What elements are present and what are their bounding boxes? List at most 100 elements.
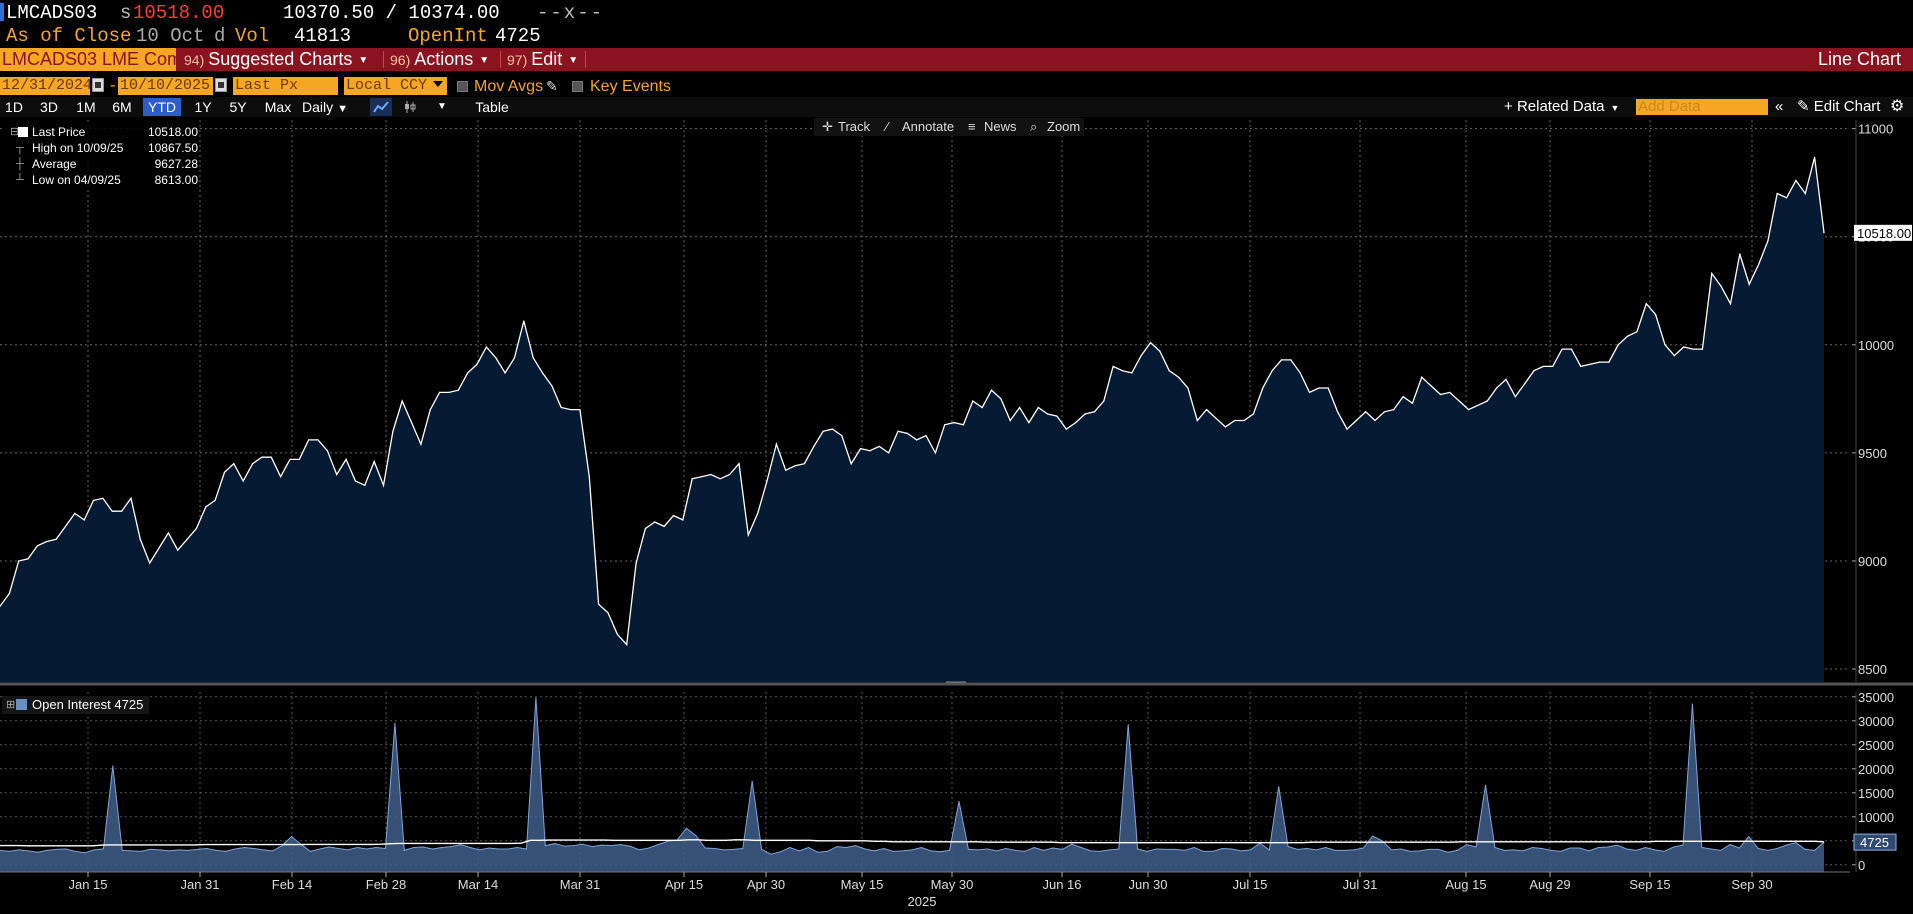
- open-interest-value: 4725: [495, 25, 541, 47]
- mov-avgs-label[interactable]: Mov Avgs: [474, 78, 544, 95]
- price-point: [598, 603, 600, 605]
- open-interest-point: [74, 850, 76, 852]
- legend-average: ┼ Average 9627.28: [2, 156, 198, 172]
- expand-icon[interactable]: ⊟: [10, 126, 20, 138]
- open-interest-point: [1268, 849, 1270, 851]
- price-point: [757, 512, 759, 515]
- collapse-icon[interactable]: «: [1775, 98, 1784, 115]
- table-button[interactable]: Table: [475, 99, 509, 115]
- key-events-label[interactable]: Key Events: [590, 78, 671, 95]
- currency-select[interactable]: Local CCY: [344, 77, 447, 95]
- last-value-label: 10518.00: [1857, 226, 1911, 241]
- range-5y-button[interactable]: 5Y: [229, 99, 247, 115]
- price-point: [747, 534, 749, 536]
- actions-button[interactable]: 96) Actions ▼: [390, 48, 489, 71]
- open-interest-point: [1701, 847, 1703, 848]
- open-interest-point: [338, 848, 339, 849]
- price-point: [962, 424, 965, 426]
- price-point: [1636, 331, 1638, 333]
- price-point: [831, 428, 834, 430]
- edit-chart-button[interactable]: ✎ Edit Chart: [1797, 97, 1880, 117]
- price-point: [551, 385, 553, 387]
- expand-icon[interactable]: ⊞: [6, 699, 16, 711]
- range-ytd-button[interactable]: YTD: [143, 98, 181, 116]
- gear-icon[interactable]: ⚙: [1890, 98, 1905, 115]
- price-point: [878, 445, 880, 447]
- chevron-down-icon[interactable]: ▼: [437, 101, 447, 112]
- open-interest-point: [1043, 849, 1045, 851]
- x-tick-label: Apr 15: [665, 877, 703, 892]
- price-point: [1252, 413, 1254, 415]
- field-select[interactable]: Last Px: [233, 77, 338, 95]
- calendar-icon[interactable]: [92, 78, 104, 92]
- plus-icon: +: [1504, 98, 1517, 115]
- price-point: [869, 450, 871, 452]
- range-max-button[interactable]: Max: [264, 99, 292, 115]
- legend-value: 10867.50: [147, 141, 198, 155]
- price-point: [654, 521, 656, 523]
- ticker-symbol[interactable]: LMCADS03: [6, 2, 98, 24]
- end-date-input[interactable]: 10/10/2025: [118, 77, 213, 95]
- add-data-input[interactable]: Add Data: [1636, 99, 1768, 115]
- price-point: [916, 439, 918, 441]
- open-interest-point: [347, 849, 349, 851]
- legend-label: Average: [32, 157, 77, 171]
- open-interest-point: [1146, 850, 1148, 852]
- candlestick-icon[interactable]: [400, 98, 420, 116]
- open-interest-point: [328, 846, 330, 848]
- edit-menu-button[interactable]: 97) Edit ▼: [507, 48, 578, 71]
- price-point: [1748, 283, 1750, 285]
- price-point: [298, 458, 300, 460]
- pencil-icon[interactable]: ✎: [546, 78, 558, 94]
- related-data-button[interactable]: + Related Data ▼: [1504, 97, 1619, 118]
- menu-divider: [383, 51, 384, 68]
- frequency-select[interactable]: Daily ▼: [302, 98, 356, 116]
- annotate-button[interactable]: Annotate: [902, 119, 954, 134]
- key-events-checkbox[interactable]: [572, 81, 583, 92]
- price-point: [813, 445, 815, 447]
- annotate-icon: ⁄: [883, 119, 890, 134]
- calendar-icon[interactable]: [215, 78, 227, 92]
- price-point: [1720, 285, 1722, 287]
- open-interest-point: [996, 850, 998, 852]
- suggested-charts-button[interactable]: 94) Suggested Charts ▼: [184, 48, 368, 71]
- open-interest-point: [601, 844, 603, 846]
- price-point: [1477, 404, 1479, 406]
- price-point: [1468, 409, 1470, 411]
- price-point: [944, 424, 946, 426]
- magnifier-icon: ⌕: [1030, 119, 1037, 134]
- security-field[interactable]: LMCADS03 LME Comdty: [0, 48, 176, 71]
- chevron-down-icon[interactable]: [433, 81, 443, 87]
- price-point: [1168, 370, 1170, 372]
- chevron-down-icon: ▼: [1610, 103, 1620, 113]
- track-button[interactable]: Track: [838, 119, 871, 134]
- price-point: [280, 476, 282, 478]
- price-point: [74, 512, 76, 515]
- open-interest-point: [930, 850, 932, 852]
- news-button[interactable]: News: [984, 119, 1017, 134]
- open-interest-point: [196, 848, 198, 850]
- price-point: [1514, 396, 1516, 398]
- open-interest-point: [714, 848, 716, 849]
- range-3d-button[interactable]: 3D: [40, 99, 58, 115]
- zoom-button[interactable]: Zoom: [1047, 119, 1080, 134]
- open-interest-point: [1165, 848, 1167, 850]
- range-1y-button[interactable]: 1Y: [194, 99, 212, 115]
- price-point: [1000, 398, 1002, 400]
- open-interest-point: [1005, 848, 1007, 849]
- price-point: [1187, 387, 1189, 389]
- suggested-charts-number: 94): [184, 52, 205, 68]
- mov-avgs-checkbox[interactable]: [457, 81, 468, 92]
- start-date-input[interactable]: 12/31/2024: [0, 77, 93, 95]
- price-point: [130, 497, 132, 499]
- range-1d-button[interactable]: 1D: [5, 99, 23, 115]
- price-point: [149, 562, 151, 564]
- price-point: [1533, 370, 1535, 372]
- price-point: [1823, 232, 1825, 234]
- range-1m-button[interactable]: 1M: [76, 99, 96, 115]
- price-point: [139, 538, 141, 540]
- open-interest-point: [1663, 850, 1665, 852]
- range-6m-button[interactable]: 6M: [112, 99, 132, 115]
- line-chart-icon[interactable]: [370, 98, 392, 116]
